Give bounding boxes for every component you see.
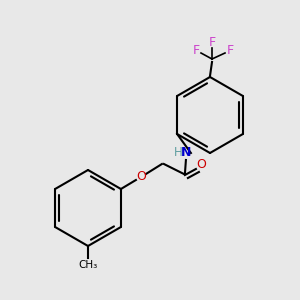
Text: H: H — [173, 146, 182, 160]
Text: N: N — [181, 146, 191, 160]
Text: F: F — [208, 37, 216, 50]
Text: F: F — [192, 44, 200, 58]
Text: CH₃: CH₃ — [78, 260, 98, 270]
Text: F: F — [226, 44, 234, 58]
Text: O: O — [196, 158, 206, 172]
Text: O: O — [136, 170, 146, 184]
